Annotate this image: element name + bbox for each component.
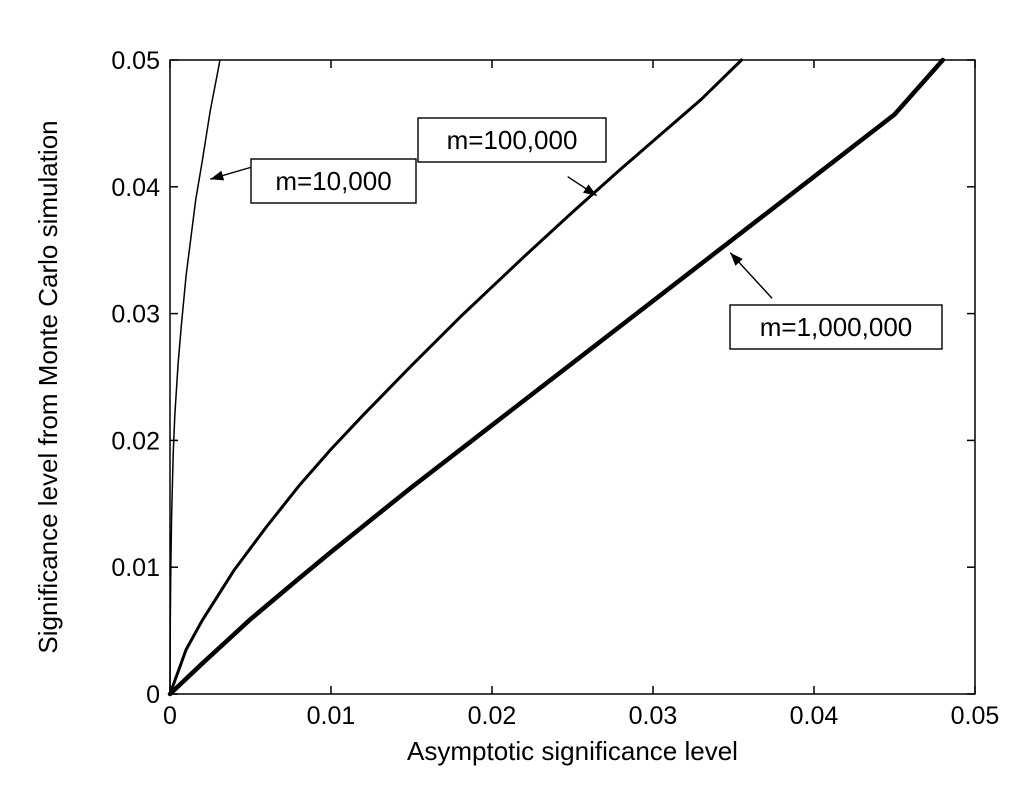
plot-series	[167, 57, 946, 697]
annotation-arrow-head	[730, 252, 743, 266]
annotation-box	[417, 117, 607, 163]
x-tick-label: 0.03	[629, 702, 678, 730]
series-line-3	[167, 57, 946, 697]
annotation-3: m=1,000,000	[729, 252, 943, 350]
series-line-1	[169, 59, 221, 695]
x-tick-label: 0.01	[307, 702, 356, 730]
annotation-box	[250, 158, 417, 204]
y-tick-label: 0.01	[111, 554, 160, 582]
annotation-arrow-head	[583, 184, 597, 196]
annotation-label: m=10,000	[275, 166, 391, 196]
y-tick-label: 0.04	[111, 174, 160, 202]
y-tick-label: 0.02	[111, 427, 160, 455]
x-axis-title: Asymptotic significance level	[407, 736, 738, 766]
y-tick-label: 0.03	[111, 301, 160, 329]
annotation-box	[729, 304, 943, 350]
x-tick-label: 0	[163, 702, 177, 730]
y-tick-label: 0.05	[111, 47, 160, 75]
x-tick-label: 0.05	[951, 702, 1000, 730]
x-tick-label: 0.04	[790, 702, 839, 730]
annotation-1: m=10,000	[210, 158, 417, 204]
y-axis-title: Significance level from Monte Carlo simu…	[33, 120, 63, 653]
ticks: 0 0.01 0.02 0.03 0.04 0.05 0 0.01 0.02 0.03 0.04 0.…	[111, 47, 999, 730]
annotation-2: m=100,000	[417, 117, 607, 197]
series-line-2	[168, 58, 744, 696]
plot-frame	[169, 59, 976, 695]
annotation-label: m=1,000,000	[760, 312, 913, 342]
x-tick-label: 0.02	[468, 702, 517, 730]
y-tick-label: 0	[146, 681, 160, 709]
annotation-arrow-head	[210, 170, 225, 181]
annotation-label: m=100,000	[447, 125, 578, 155]
annotations: m=10,000 m=100,000 m=1,000,000	[210, 117, 943, 350]
